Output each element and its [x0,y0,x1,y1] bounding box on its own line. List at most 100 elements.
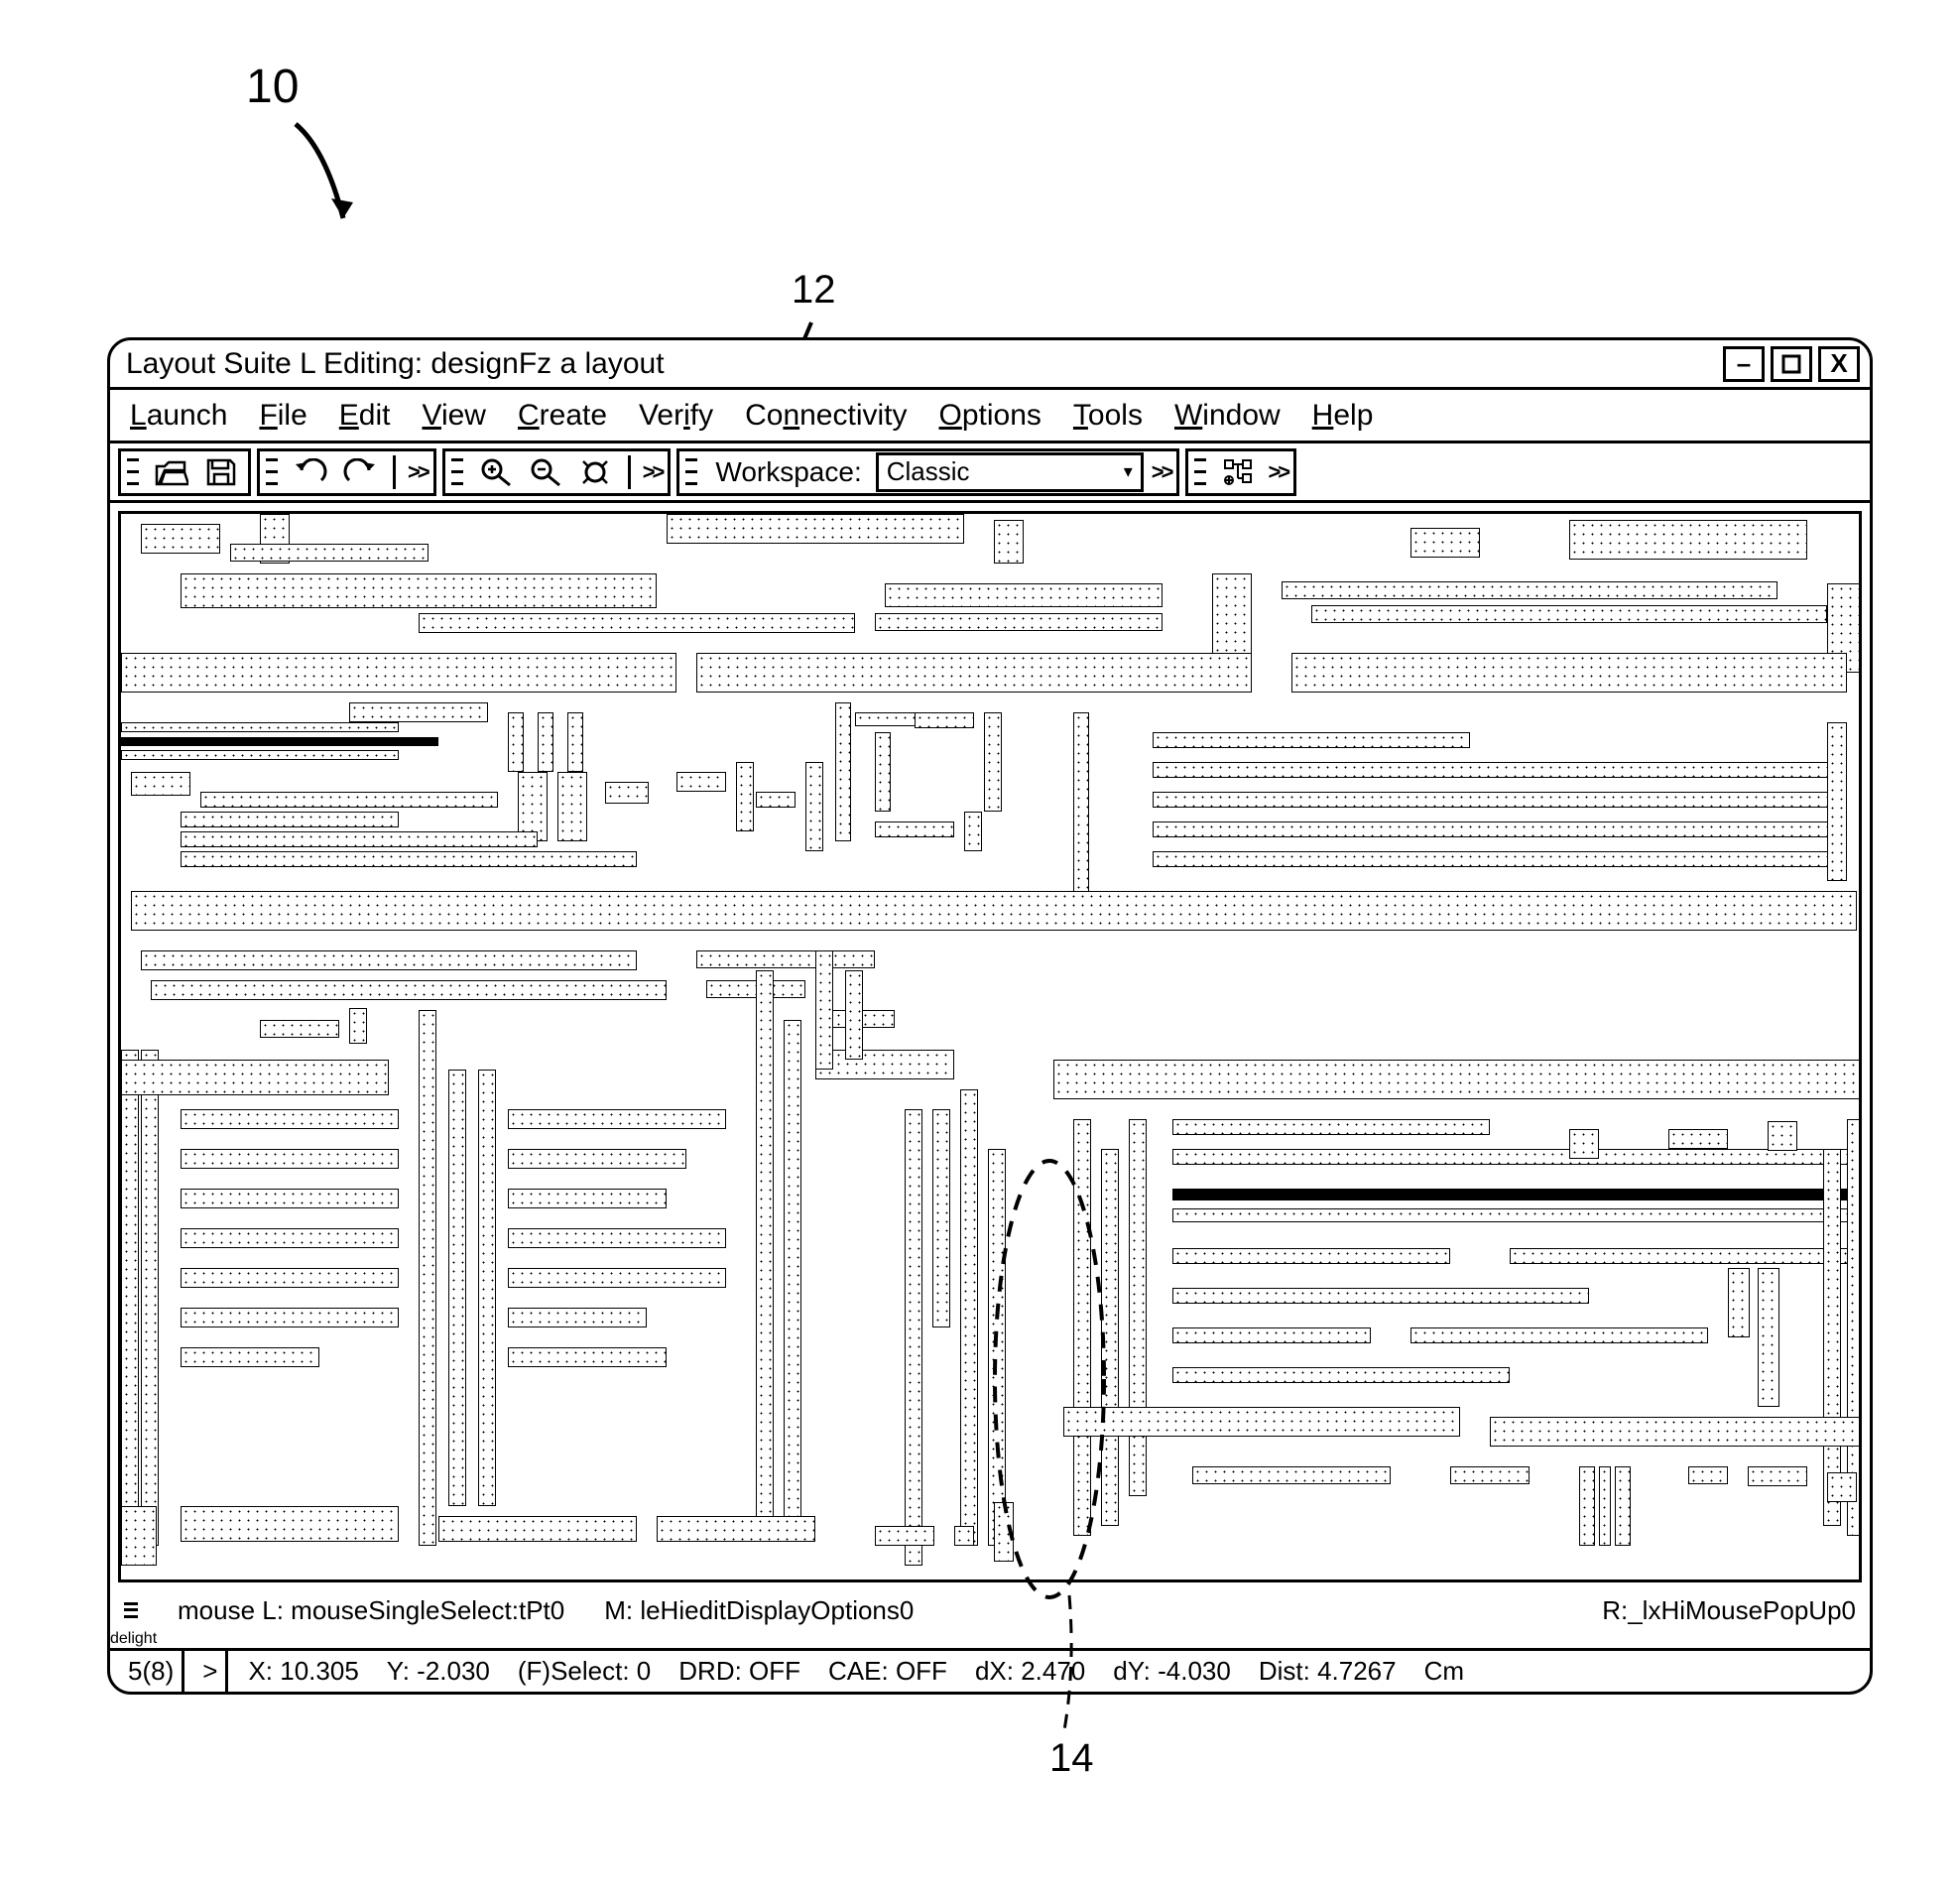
layout-shape[interactable] [181,1347,319,1367]
layout-shape[interactable] [121,737,438,746]
layout-shape[interactable] [508,1149,686,1169]
layout-shape[interactable] [181,851,637,867]
layout-shape[interactable] [875,732,891,812]
layout-shape[interactable] [1291,653,1847,693]
layout-shape[interactable] [538,712,553,772]
layout-shape[interactable] [915,712,974,728]
layout-shape[interactable] [1153,732,1470,748]
layout-shape[interactable] [508,1228,726,1248]
titlebar[interactable]: Layout Suite L Editing: designFz a layou… [110,340,1870,390]
layout-shape[interactable] [121,722,399,732]
menu-create[interactable]: Create [518,399,607,433]
layout-shape[interactable] [1728,1268,1750,1337]
layout-shape[interactable] [1101,1149,1119,1526]
layout-shape[interactable] [1615,1466,1631,1546]
layout-shape[interactable] [1282,581,1777,599]
layout-shape[interactable] [508,1189,667,1208]
layout-shape[interactable] [1172,1248,1450,1264]
layout-shape[interactable] [1172,1189,1862,1200]
layout-shape[interactable] [181,1268,399,1288]
workspace-select[interactable]: Classic ▾ [876,452,1144,492]
menu-view[interactable]: View [422,399,485,433]
layout-shape[interactable] [230,544,429,562]
layout-shape[interactable] [1510,1248,1862,1264]
layout-shape[interactable] [736,762,754,831]
layout-shape[interactable] [349,702,488,722]
layout-shape[interactable] [181,1506,399,1542]
layout-shape[interactable] [181,1308,399,1327]
zoom-in-button[interactable] [475,453,517,491]
layout-shape[interactable] [567,712,583,772]
redo-button[interactable] [339,453,381,491]
layout-shape[interactable] [121,1060,389,1095]
layout-shape[interactable] [994,520,1024,564]
minimize-button[interactable]: – [1723,346,1765,382]
layout-shape[interactable] [835,702,851,841]
layout-shape[interactable] [994,1502,1014,1562]
layout-shape[interactable] [508,712,524,772]
menu-verify[interactable]: Verify [639,399,713,433]
menu-window[interactable]: Window [1174,399,1281,433]
layout-shape[interactable] [121,1506,157,1566]
layout-shape[interactable] [181,1149,399,1169]
layout-shape[interactable] [1748,1466,1807,1486]
overflow-button[interactable]: >> [1268,459,1287,485]
layout-shape[interactable] [885,583,1163,607]
layout-shape[interactable] [845,970,863,1060]
menu-file[interactable]: File [259,399,306,433]
layout-shape[interactable] [815,950,833,1070]
layout-shape[interactable] [954,1526,974,1546]
menu-connectivity[interactable]: Connectivity [745,399,907,433]
layout-shape[interactable] [141,1050,159,1546]
layout-shape[interactable] [1758,1268,1779,1407]
open-button[interactable] [151,453,192,491]
layout-shape[interactable] [181,1189,399,1208]
layout-shape[interactable] [1063,1407,1460,1437]
layout-shape[interactable] [1129,1119,1147,1496]
layout-shape[interactable] [1153,821,1847,837]
layout-shape[interactable] [508,1347,667,1367]
layout-shape[interactable] [121,653,676,693]
menu-help[interactable]: Help [1312,399,1374,433]
layout-shape[interactable] [131,772,190,796]
layout-shape[interactable] [696,950,875,968]
layout-shape[interactable] [181,812,399,827]
layout-shape[interactable] [657,1516,815,1542]
layout-shape[interactable] [438,1516,637,1542]
layout-shape[interactable] [1172,1119,1490,1135]
layout-shape[interactable] [964,812,982,851]
layout-shape[interactable] [478,1070,496,1506]
layout-shape[interactable] [1153,851,1847,867]
layout-shape[interactable] [1153,762,1847,778]
layout-shape[interactable] [181,1228,399,1248]
layout-shape[interactable] [875,613,1163,631]
layout-shape[interactable] [984,712,1002,812]
layout-shape[interactable] [260,1020,339,1038]
layout-shape[interactable] [200,792,498,808]
layout-shape[interactable] [1172,1208,1862,1222]
layout-shape[interactable] [605,782,649,804]
layout-shape[interactable] [1579,1466,1595,1546]
layout-shape[interactable] [1073,712,1089,921]
layout-shape[interactable] [756,792,796,808]
layout-shape[interactable] [676,772,726,792]
maximize-button[interactable] [1771,346,1812,382]
layout-shape[interactable] [419,613,855,633]
layout-shape[interactable] [875,1526,934,1546]
layout-shape[interactable] [508,1268,726,1288]
menu-edit[interactable]: Edit [339,399,391,433]
layout-shape[interactable] [1410,528,1480,558]
layout-shape[interactable] [1410,1327,1708,1343]
layout-shape[interactable] [1569,1129,1599,1159]
layout-shape[interactable] [1172,1288,1589,1304]
schematic-button[interactable] [1218,453,1260,491]
overflow-button[interactable]: >> [1152,459,1171,485]
layout-shape[interactable] [1668,1129,1728,1149]
layout-shape[interactable] [121,1050,139,1546]
layout-shape[interactable] [1827,1472,1857,1502]
zoom-fit-button[interactable] [574,453,616,491]
layout-shape[interactable] [1172,1367,1510,1383]
layout-shape[interactable] [1823,1149,1841,1526]
layout-shape[interactable] [1827,722,1847,881]
layout-shape[interactable] [508,1308,647,1327]
